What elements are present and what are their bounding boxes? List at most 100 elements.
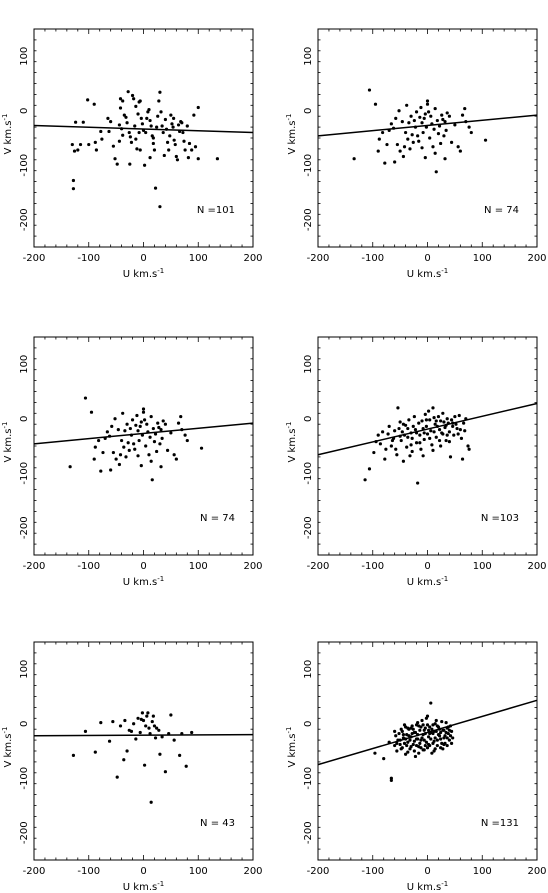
- data-point: [176, 123, 181, 127]
- data-point: [145, 714, 149, 718]
- data-point: [190, 148, 194, 152]
- data-point: [148, 156, 152, 160]
- data-point: [74, 120, 78, 124]
- data-point: [138, 730, 142, 735]
- data-point: [141, 128, 146, 132]
- data-point: [402, 433, 407, 437]
- data-point: [142, 418, 147, 422]
- data-point: [409, 745, 413, 749]
- data-point: [412, 118, 416, 123]
- data-point: [121, 133, 125, 137]
- data-point: [394, 447, 398, 451]
- data-point: [447, 430, 451, 434]
- data-point: [399, 747, 403, 751]
- data-point: [172, 453, 176, 457]
- data-point: [424, 424, 429, 428]
- data-point: [123, 718, 127, 723]
- data-point: [425, 723, 430, 727]
- y-tick-label: 0: [303, 108, 314, 114]
- y-tick-label: 0: [19, 721, 30, 727]
- data-point: [404, 752, 408, 756]
- data-point: [145, 422, 149, 426]
- data-point: [467, 447, 471, 451]
- data-point: [393, 429, 397, 433]
- data-point: [387, 128, 391, 132]
- data-point: [156, 114, 160, 118]
- data-point: [406, 426, 410, 431]
- data-point: [155, 125, 159, 129]
- data-point: [414, 743, 419, 748]
- data-point: [420, 718, 424, 723]
- data-point: [144, 130, 148, 135]
- data-point: [114, 457, 118, 461]
- data-point: [151, 426, 155, 431]
- data-point: [128, 135, 132, 139]
- data-point: [184, 764, 188, 768]
- x-tick-label: -200: [23, 253, 46, 264]
- data-point: [429, 429, 433, 433]
- data-point: [398, 738, 402, 742]
- data-point: [199, 446, 204, 450]
- x-tick-label: 100: [189, 866, 208, 877]
- data-point: [179, 414, 183, 419]
- y-axis-label: V km.s-1: [1, 422, 14, 463]
- data-point: [442, 420, 446, 424]
- x-tick-label: -200: [23, 866, 46, 877]
- y-tick-label: 100: [303, 660, 314, 679]
- data-point: [381, 430, 385, 434]
- data-point: [148, 118, 152, 123]
- data-point: [404, 130, 408, 135]
- data-point: [394, 116, 398, 120]
- scatter-panel-2: -200 -100 0 100 200 100 0 -100 -200 U km.s-1 V km.…: [285, 28, 547, 280]
- data-point: [373, 751, 377, 755]
- data-point: [436, 132, 441, 136]
- data-point: [435, 424, 439, 428]
- data-point: [120, 127, 124, 131]
- data-point: [134, 137, 138, 141]
- data-point: [134, 423, 138, 427]
- data-point: [180, 731, 184, 736]
- data-point: [456, 145, 460, 149]
- data-point: [420, 419, 424, 423]
- data-point: [466, 444, 470, 448]
- data-point: [107, 434, 112, 438]
- data-point: [372, 450, 376, 455]
- y-tick-label: -200: [19, 208, 30, 231]
- x-axis-label: U km.s-1: [407, 267, 448, 280]
- data-point: [140, 433, 145, 437]
- data-point: [451, 736, 455, 740]
- data-point: [433, 736, 437, 740]
- data-point: [83, 729, 88, 733]
- data-point: [128, 162, 132, 166]
- data-point: [107, 739, 112, 743]
- data-point: [138, 99, 142, 103]
- data-point: [426, 728, 431, 732]
- data-point: [446, 725, 450, 729]
- data-point: [183, 433, 187, 437]
- data-point: [157, 728, 161, 732]
- data-point: [443, 734, 447, 738]
- data-point: [93, 140, 97, 144]
- data-point: [411, 742, 415, 747]
- data-point: [442, 742, 446, 747]
- data-point: [440, 113, 444, 117]
- data-point: [135, 413, 139, 418]
- data-point: [433, 106, 437, 111]
- data-point: [410, 731, 414, 736]
- data-point: [149, 414, 153, 419]
- y-tick-label: -200: [303, 821, 314, 844]
- data-point: [422, 116, 426, 120]
- data-point: [444, 721, 448, 725]
- data-point: [113, 417, 117, 421]
- data-point: [451, 421, 455, 425]
- scatter-panel-4: -200 -100 0 100 200 100 0 -100 -200 U km.s-1 V km.…: [285, 336, 547, 588]
- data-point: [129, 140, 134, 144]
- sample-size-label: N = 43: [200, 818, 235, 829]
- data-point: [414, 431, 419, 435]
- data-point: [454, 422, 458, 426]
- data-point: [423, 112, 427, 116]
- data-point: [408, 454, 412, 458]
- data-point: [439, 737, 443, 741]
- data-point: [71, 178, 76, 183]
- data-point: [122, 758, 126, 762]
